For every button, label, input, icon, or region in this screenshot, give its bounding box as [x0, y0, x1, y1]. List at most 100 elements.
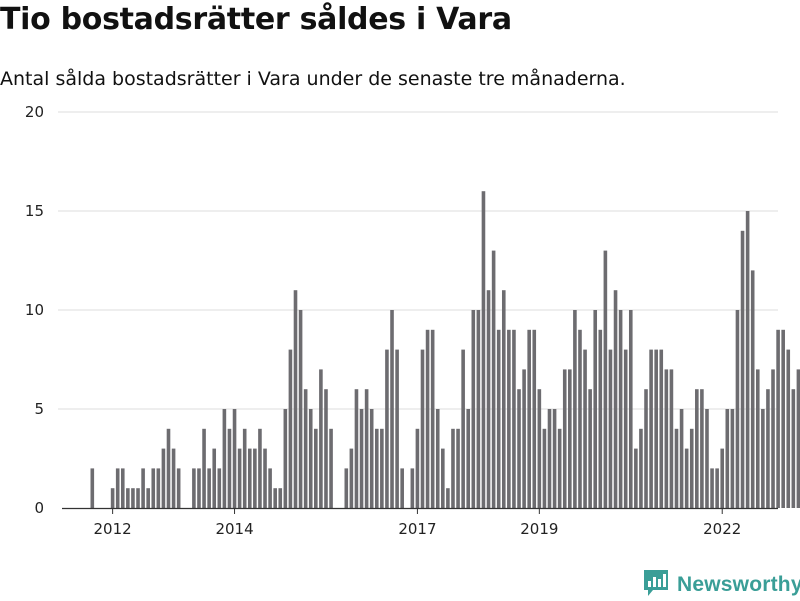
- bar: [690, 429, 694, 508]
- bar: [380, 429, 384, 508]
- bar: [563, 369, 567, 508]
- bar: [746, 211, 750, 508]
- bar: [218, 468, 222, 508]
- bar: [355, 389, 359, 508]
- bar: [451, 429, 455, 508]
- bar: [416, 429, 420, 508]
- x-tick-label: 2017: [398, 520, 436, 538]
- bar: [223, 409, 227, 508]
- bar: [263, 449, 267, 508]
- bar: [786, 350, 790, 508]
- bar: [548, 409, 552, 508]
- bar: [212, 449, 216, 508]
- bar: [675, 429, 679, 508]
- x-axis-labels: 201220142017201920222024: [94, 509, 800, 538]
- bar: [614, 290, 618, 508]
- bar: [319, 369, 323, 508]
- bar: [583, 350, 587, 508]
- bar: [593, 310, 597, 508]
- bar: [157, 468, 161, 508]
- bar: [680, 409, 684, 508]
- bars: [91, 191, 800, 508]
- bar: [472, 310, 476, 508]
- bar: [167, 429, 171, 508]
- bar: [624, 350, 628, 508]
- bar: [649, 350, 653, 508]
- y-tick-label: 10: [25, 301, 44, 319]
- bar: [426, 330, 430, 508]
- bar: [121, 468, 125, 508]
- bar: [192, 468, 196, 508]
- bar: [233, 409, 237, 508]
- bar: [111, 488, 115, 508]
- bar: [268, 468, 272, 508]
- bar: [151, 468, 155, 508]
- bar: [431, 330, 435, 508]
- bar: [685, 449, 689, 508]
- bar: [365, 389, 369, 508]
- bar: [751, 270, 755, 508]
- y-tick-label: 0: [34, 499, 44, 517]
- grid-lines: [58, 112, 778, 409]
- bar: [599, 330, 603, 508]
- bar: [461, 350, 465, 508]
- bar: [146, 488, 150, 508]
- bar: [654, 350, 658, 508]
- bar: [532, 330, 536, 508]
- bar: [512, 330, 516, 508]
- bar: [253, 449, 257, 508]
- x-tick-label: 2019: [520, 520, 558, 538]
- bar: [324, 389, 328, 508]
- bar: [771, 369, 775, 508]
- bar: [710, 468, 714, 508]
- bar: [370, 409, 374, 508]
- bar: [517, 389, 521, 508]
- bar: [278, 488, 282, 508]
- bar: [659, 350, 663, 508]
- y-tick-label: 5: [34, 400, 44, 418]
- bar: [294, 290, 298, 508]
- bar: [604, 251, 608, 508]
- bar: [670, 369, 674, 508]
- bar: [197, 468, 201, 508]
- brand-name: Newsworthy: [677, 573, 800, 597]
- bar: [309, 409, 313, 508]
- bar: [781, 330, 785, 508]
- bar: [390, 310, 394, 508]
- bar: [273, 488, 277, 508]
- bar: [644, 389, 648, 508]
- bar: [441, 449, 445, 508]
- bar: [726, 409, 730, 508]
- bar: [91, 468, 95, 508]
- bar: [639, 429, 643, 508]
- bar: [345, 468, 349, 508]
- bar: [543, 429, 547, 508]
- bar: [466, 409, 470, 508]
- bar: [634, 449, 638, 508]
- bar: [456, 429, 460, 508]
- bar: [568, 369, 572, 508]
- bar: [243, 429, 247, 508]
- bar-chart-logo-icon: [643, 569, 669, 601]
- bar: [766, 389, 770, 508]
- bar: [619, 310, 623, 508]
- bar: [141, 468, 145, 508]
- bar: [522, 369, 526, 508]
- bar: [502, 290, 506, 508]
- bar: [207, 468, 211, 508]
- bar: [700, 389, 704, 508]
- bar: [792, 389, 796, 508]
- bar: [299, 310, 303, 508]
- bar: [238, 449, 242, 508]
- bar: [482, 191, 486, 508]
- bar: [736, 310, 740, 508]
- y-tick-label: 20: [25, 103, 44, 121]
- bar: [162, 449, 166, 508]
- bar: [350, 449, 354, 508]
- bar: [695, 389, 699, 508]
- bar: [436, 409, 440, 508]
- y-tick-label: 15: [25, 202, 44, 220]
- bar: [228, 429, 232, 508]
- bar: [507, 330, 511, 508]
